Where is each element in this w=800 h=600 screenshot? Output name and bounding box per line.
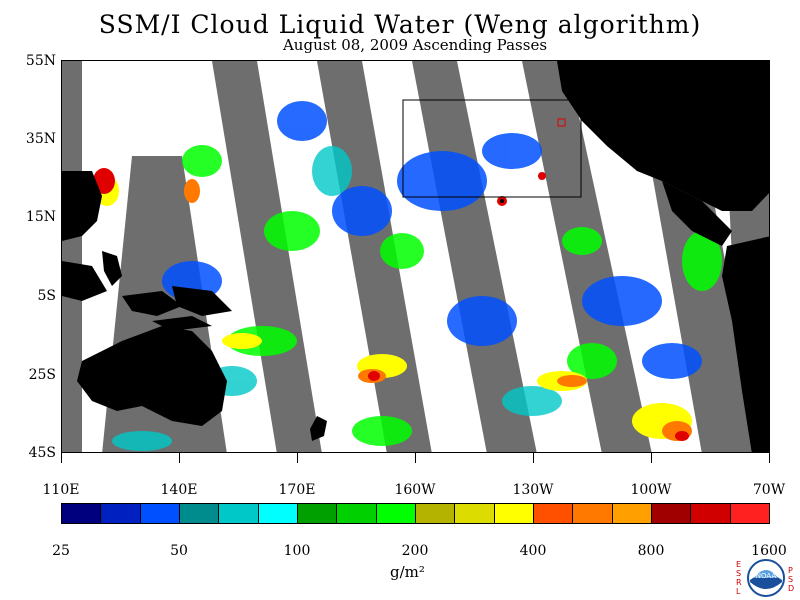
colorbar-swatch-17 bbox=[691, 504, 731, 523]
colorbar-swatch-12 bbox=[494, 504, 534, 523]
colorbar-swatch-6 bbox=[258, 504, 298, 523]
colorbar-label-400: 400 bbox=[519, 543, 547, 559]
lat-label-25s: 25S bbox=[28, 367, 56, 383]
asia-landmass bbox=[62, 171, 102, 241]
lon-label-100w: 100W bbox=[630, 482, 672, 498]
lon-label-170e: 170E bbox=[278, 482, 316, 498]
colorbar-swatch-4 bbox=[179, 504, 220, 523]
south-america-landmass bbox=[722, 236, 769, 452]
colorbar-swatch-16 bbox=[651, 504, 692, 523]
colorbar-label-50: 50 bbox=[170, 543, 188, 559]
swath-gap-3 bbox=[212, 61, 322, 452]
colorbar-swatch-9 bbox=[376, 504, 416, 523]
colorbar-label-800: 800 bbox=[637, 543, 665, 559]
map-subtitle: August 08, 2009 Ascending Passes bbox=[282, 36, 548, 54]
map-panel bbox=[61, 60, 770, 453]
colorbar-swatch-2 bbox=[101, 504, 141, 523]
colorbar-swatch-1 bbox=[62, 504, 102, 523]
color-scale-bar bbox=[61, 503, 770, 524]
lat-label-15n: 15N bbox=[25, 209, 56, 225]
logo-name: NOAA bbox=[756, 572, 777, 580]
colorbar-swatch-14 bbox=[573, 504, 613, 523]
colorbar-swatch-8 bbox=[337, 504, 377, 523]
colorbar-swatch-3 bbox=[140, 504, 180, 523]
lon-label-130w: 130W bbox=[512, 482, 554, 498]
colorbar-swatch-11 bbox=[455, 504, 495, 523]
lon-label-110e: 110E bbox=[42, 482, 80, 498]
colorbar-label-25: 25 bbox=[52, 543, 70, 559]
cloud-water-map bbox=[62, 61, 769, 452]
map-title: SSM/I Cloud Liquid Water (Weng algorithm… bbox=[98, 10, 702, 39]
lon-label-140e: 140E bbox=[160, 482, 198, 498]
colorbar-swatch-7 bbox=[297, 504, 338, 523]
north-america-landmass bbox=[557, 61, 769, 211]
lon-label-160w: 160W bbox=[394, 482, 436, 498]
colorbar-swatch-18 bbox=[730, 504, 769, 523]
land-masses bbox=[62, 61, 769, 452]
lat-label-45s: 45S bbox=[28, 445, 56, 461]
colorbar-swatch-13 bbox=[533, 504, 574, 523]
colorbar-unit: g/m² bbox=[390, 563, 425, 581]
colorbar-swatch-15 bbox=[612, 504, 652, 523]
lat-label-35n: 35N bbox=[25, 131, 56, 147]
colorbar-swatch-5 bbox=[219, 504, 259, 523]
swath-gap-1 bbox=[62, 61, 82, 452]
colorbar-label-1600: 1600 bbox=[751, 543, 787, 559]
colorbar-swatch-10 bbox=[415, 504, 456, 523]
noaa-emblem-icon: NOAA bbox=[747, 559, 785, 597]
swath-gap-6 bbox=[522, 61, 652, 452]
lon-label-70w: 70W bbox=[752, 482, 786, 498]
region-box bbox=[402, 99, 582, 198]
colorbar-label-200: 200 bbox=[401, 543, 429, 559]
lat-label-5s: 5S bbox=[37, 288, 57, 304]
australia-landmass bbox=[77, 326, 227, 426]
colorbar-label-100: 100 bbox=[283, 543, 311, 559]
red-marker bbox=[557, 118, 566, 127]
lat-label-55n: 55N bbox=[25, 53, 56, 69]
